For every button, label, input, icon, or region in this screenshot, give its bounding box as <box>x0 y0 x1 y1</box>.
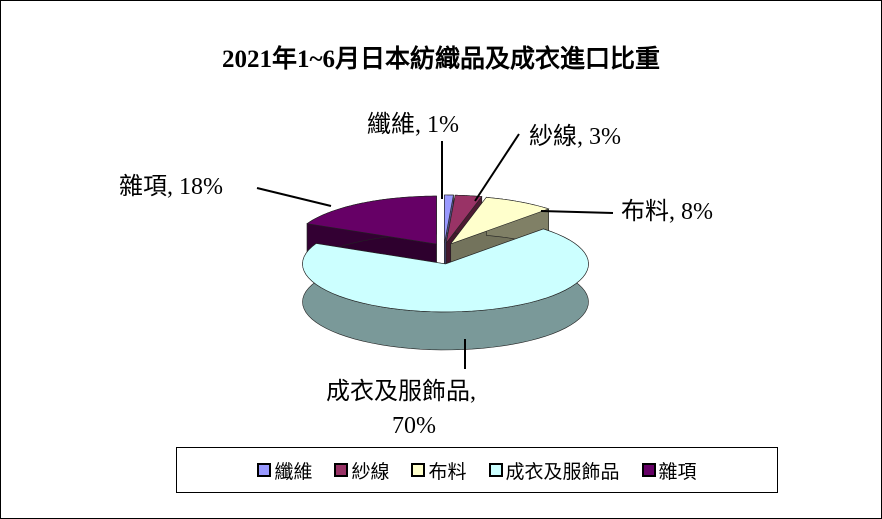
legend-label: 布料 <box>428 461 467 483</box>
pie-slice-3 <box>302 228 589 351</box>
legend-item: 雜項 <box>641 457 697 484</box>
data-label-fiber: 纖維, 1% <box>367 112 459 138</box>
leader-line <box>256 187 332 207</box>
slice-top-布料 <box>449 197 550 245</box>
leader-line <box>474 133 520 202</box>
legend-item: 布料 <box>411 457 467 484</box>
data-label-apparel: 成衣及服飾品, <box>326 379 476 405</box>
legend-swatch <box>257 463 272 477</box>
legend-item: 纖維 <box>257 457 312 484</box>
legend-swatch <box>411 463 426 477</box>
data-label-yarn: 紗線, 3% <box>529 124 621 150</box>
data-label-misc: 雜項, 18% <box>119 174 223 200</box>
legend-item: 成衣及服飾品 <box>488 457 620 484</box>
legend-label: 成衣及服飾品 <box>505 461 620 483</box>
data-label-apparel-pct: 70% <box>392 413 436 439</box>
legend-label: 紗線 <box>351 461 390 483</box>
leader-line <box>540 210 614 214</box>
legend-swatch <box>488 463 503 477</box>
slice-top-纖維 <box>444 194 454 244</box>
legend-label: 雜項 <box>658 461 697 483</box>
legend-label: 纖維 <box>274 461 313 483</box>
slice-top-雜項 <box>306 195 437 245</box>
legend-swatch <box>334 463 349 477</box>
chart-title: 2021年1~6月日本紡織品及成衣進口比重 <box>221 46 660 73</box>
legend-item: 紗線 <box>334 457 389 484</box>
legend: 纖維 紗線 布料 成衣及服飾品 雜項 <box>176 447 778 493</box>
slice-top-成衣及服飾品 <box>302 228 589 313</box>
legend-swatch <box>641 463 656 477</box>
data-label-fabric: 布料, 8% <box>621 199 713 225</box>
